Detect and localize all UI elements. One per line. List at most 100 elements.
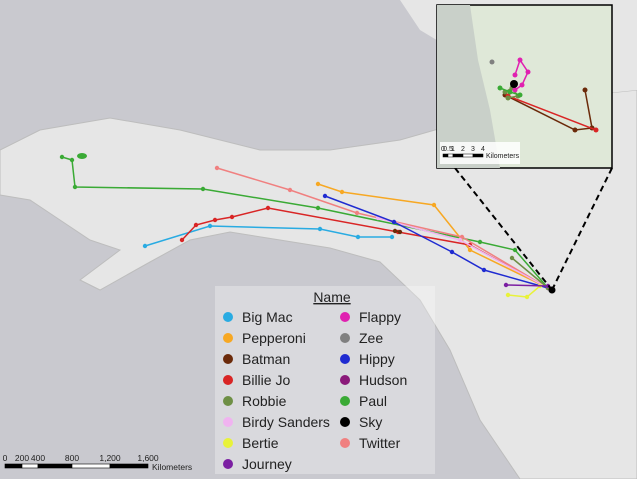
track-point: [467, 247, 473, 253]
legend-label: Twitter: [359, 435, 401, 451]
legend-swatch: [340, 354, 350, 364]
inset-scale-bg: [440, 142, 520, 164]
track-point: [207, 223, 213, 229]
legend-label: Batman: [242, 351, 290, 367]
legend-title: Name: [313, 289, 351, 305]
legend-swatch: [223, 354, 233, 364]
track-point: [397, 229, 403, 235]
track-point: [317, 226, 323, 232]
legend-swatch: [223, 333, 233, 343]
scale-label: 0: [3, 453, 8, 463]
track-point: [512, 247, 518, 253]
legend-label: Billie Jo: [242, 372, 290, 388]
track: [505, 284, 549, 287]
track-point: [503, 282, 509, 288]
legend: Name Big Mac Pepperoni Batman Billie Jo Robb…: [215, 286, 435, 474]
track: [181, 207, 549, 289]
track-point: [355, 234, 361, 240]
inset-point: [489, 59, 495, 65]
track-point: [509, 255, 515, 261]
inset-point: [517, 57, 523, 63]
scale-label: 1,600: [137, 453, 159, 463]
track-point: [481, 267, 487, 273]
track-point: [193, 222, 199, 228]
track-point: [339, 189, 345, 195]
inset-leader: [454, 167, 553, 291]
legend-label: Zee: [359, 330, 383, 346]
legend-swatch: [340, 312, 350, 322]
tracks: [59, 153, 556, 300]
legend-label: Pepperoni: [242, 330, 306, 346]
scale-segment: [109, 463, 149, 469]
scale-label: 800: [65, 453, 79, 463]
legend-label: Paul: [359, 393, 387, 409]
inset-point: [572, 127, 578, 133]
legend-label: Flappy: [359, 309, 401, 325]
scale-segment: [21, 463, 39, 469]
scale-segment: [71, 463, 111, 469]
track-point: [389, 234, 395, 240]
legend-label: Hippy: [359, 351, 395, 367]
track-point: [392, 228, 398, 234]
track-point: [457, 237, 463, 243]
inset-point: [507, 89, 513, 95]
track-point: [524, 294, 530, 300]
inset-scale-segment: [447, 153, 454, 158]
track-point: [214, 165, 220, 171]
inset-scale-segment: [442, 153, 449, 158]
legend-bg: [215, 286, 435, 474]
track-point: [391, 219, 397, 225]
legend-swatch: [223, 417, 233, 427]
legend-label: Birdy Sanders: [242, 414, 330, 430]
legend-swatch: [223, 459, 233, 469]
legend-label: Bertie: [242, 435, 279, 451]
scale-label: 200: [15, 453, 29, 463]
inset-scale-label: 0.5: [443, 146, 453, 153]
track-point: [77, 153, 87, 159]
legend-swatch: [223, 396, 233, 406]
track-point: [505, 292, 511, 298]
inset-point: [582, 87, 588, 93]
track-point: [59, 154, 65, 160]
legend-swatch: [340, 375, 350, 385]
legend-swatch: [340, 417, 350, 427]
inset-tracks: [489, 57, 599, 133]
track-point: [142, 243, 148, 249]
inset-point: [525, 69, 531, 75]
scale-segment: [4, 463, 23, 469]
track-point: [69, 157, 75, 163]
inset-leader: [551, 167, 613, 291]
inset-scale-segment: [452, 153, 464, 158]
inset-point: [519, 82, 525, 88]
inset-scale-segment: [472, 153, 484, 158]
legend-swatch: [340, 333, 350, 343]
inset-point: [517, 92, 523, 98]
track-point: [265, 205, 271, 211]
inset-scale-label: 4: [481, 146, 485, 153]
inset-point: [512, 72, 518, 78]
track-point: [212, 217, 218, 223]
inset-scale-segment: [462, 153, 474, 158]
scale-unit: Kilometers: [152, 462, 192, 472]
legend-label: Big Mac: [242, 309, 293, 325]
track-point: [354, 210, 360, 216]
track-point: [322, 193, 328, 199]
track-point: [287, 187, 293, 193]
track-point: [449, 249, 455, 255]
track-point: [200, 186, 206, 192]
track-point: [229, 214, 235, 220]
inset-track: [507, 95, 597, 131]
track-point: [315, 205, 321, 211]
legend-swatch: [223, 312, 233, 322]
inset-point: [512, 87, 518, 93]
inset-point: [510, 80, 518, 88]
inset-scale-unit: Kilometers: [486, 153, 520, 160]
legend-label: Sky: [359, 414, 382, 430]
legend-label: Robbie: [242, 393, 287, 409]
scale-label: 400: [31, 453, 45, 463]
inset-scale-label: 3: [471, 146, 475, 153]
legend-swatch: [340, 396, 350, 406]
